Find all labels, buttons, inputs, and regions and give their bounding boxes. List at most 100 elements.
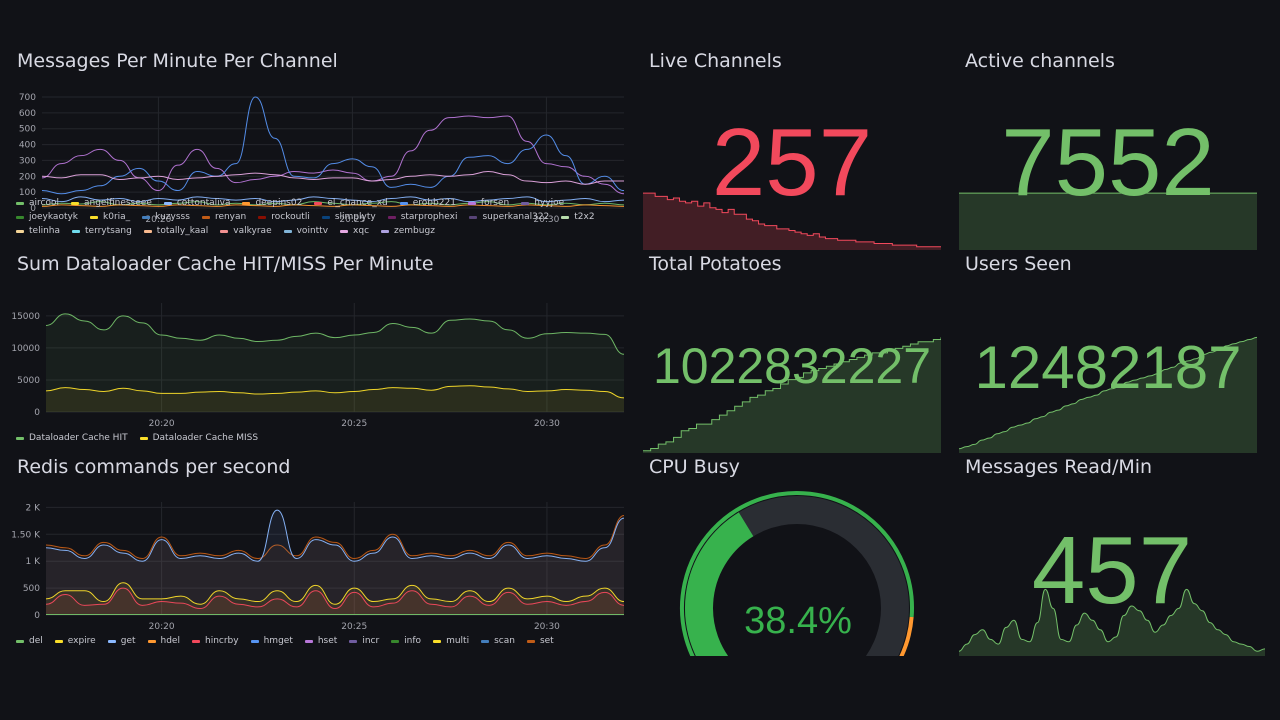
legend-label: vointtv bbox=[296, 226, 329, 236]
legend-item[interactable]: valkyrae bbox=[220, 226, 272, 236]
dataloader-cache-panel: Sum Dataloader Cache HIT/MISS Per Minute… bbox=[0, 253, 632, 453]
legend-label: joeykaotyk bbox=[29, 212, 79, 222]
legend-item[interactable]: multi bbox=[433, 636, 469, 646]
legend-label: totally_kaal bbox=[156, 226, 209, 236]
legend-item[interactable]: incr bbox=[349, 636, 379, 646]
panel-title[interactable]: Active channels bbox=[965, 50, 1115, 72]
dataloader-cache-chart[interactable]: 15000 10000 5000 0 20:20 20:25 20:30 bbox=[0, 283, 632, 435]
legend-item[interactable]: renyan bbox=[201, 212, 246, 222]
legend-item[interactable]: del bbox=[16, 636, 43, 646]
legend-item[interactable]: expire bbox=[54, 636, 96, 646]
series-line bbox=[45, 509, 625, 562]
series-line bbox=[45, 313, 625, 355]
legend-label: Dataloader Cache HIT bbox=[29, 433, 128, 443]
legend-item[interactable]: hdel bbox=[147, 636, 180, 646]
series-area bbox=[46, 515, 624, 615]
legend-item[interactable]: scan bbox=[481, 636, 515, 646]
legend-item[interactable]: kuzysss bbox=[142, 212, 190, 222]
live-channels-sparkline bbox=[643, 192, 941, 250]
legend-item[interactable]: aircool bbox=[16, 198, 59, 208]
legend-item[interactable]: starprophexi bbox=[387, 212, 457, 222]
legend-item[interactable]: slimplyty bbox=[321, 212, 376, 222]
legend-label: expire bbox=[67, 636, 96, 646]
legend-swatch bbox=[147, 639, 156, 643]
legend-item[interactable]: terrytsang bbox=[72, 226, 132, 236]
y-tick-label: 400 bbox=[19, 141, 36, 151]
panel-title[interactable]: Sum Dataloader Cache HIT/MISS Per Minute bbox=[17, 253, 434, 275]
legend-item[interactable]: zembugz bbox=[381, 226, 435, 236]
y-tick-label: 0 bbox=[34, 408, 40, 418]
y-tick-label: 700 bbox=[19, 93, 36, 103]
legend-item[interactable]: info bbox=[391, 636, 421, 646]
legend-item[interactable]: Dataloader Cache HIT bbox=[16, 433, 128, 443]
y-tick-label: 200 bbox=[19, 172, 36, 182]
legend-swatch bbox=[16, 229, 24, 233]
legend-item[interactable]: rockoutli bbox=[258, 212, 310, 222]
legend-item[interactable]: xqc bbox=[340, 226, 369, 236]
y-tick-label: 1 K bbox=[26, 557, 42, 567]
legend-item[interactable]: cottontaliva bbox=[163, 198, 231, 208]
legend-item[interactable]: telinha bbox=[16, 226, 60, 236]
active-channels-value: 7552 bbox=[1001, 109, 1215, 216]
panel-title[interactable]: CPU Busy bbox=[649, 456, 740, 478]
panel-title[interactable]: Total Potatoes bbox=[649, 253, 782, 275]
legend-item[interactable]: t2x2 bbox=[561, 212, 595, 222]
legend-label: forsen bbox=[480, 198, 510, 208]
panel-title[interactable]: Redis commands per second bbox=[17, 456, 291, 478]
legend-item[interactable]: Dataloader Cache MISS bbox=[139, 433, 259, 443]
legend-swatch bbox=[481, 639, 490, 643]
legend-label: Dataloader Cache MISS bbox=[152, 433, 259, 443]
panel-title[interactable]: Messages Per Minute Per Channel bbox=[17, 50, 338, 72]
legend-label: hmget bbox=[263, 636, 293, 646]
gauge-value-arc bbox=[685, 512, 754, 656]
panel-title[interactable]: Users Seen bbox=[965, 253, 1072, 275]
active-channels-panel: Active channels 7552 bbox=[959, 50, 1257, 250]
legend-item[interactable]: el_chance_xd bbox=[314, 198, 388, 208]
y-tick-label: 15000 bbox=[11, 312, 40, 322]
legend-item[interactable]: hmget bbox=[250, 636, 293, 646]
legend-swatch bbox=[321, 215, 330, 219]
legend-item[interactable]: set bbox=[526, 636, 554, 646]
redis-legend: del expire get hdel hincrby hmget hset incr info… bbox=[16, 636, 616, 646]
legend-item[interactable]: forsen bbox=[467, 198, 510, 208]
legend-label: zembugz bbox=[394, 226, 435, 236]
users-seen-sparkline bbox=[959, 336, 1257, 453]
y-tick-label: 300 bbox=[19, 156, 36, 166]
series-area bbox=[46, 510, 624, 615]
messages-per-minute-chart[interactable]: 700 600 500 400 300 200 100 0 20:20 20:25 20:30 bbox=[0, 80, 632, 228]
legend-swatch bbox=[467, 201, 476, 205]
legend-item[interactable]: totally_kaal bbox=[143, 226, 209, 236]
legend-item[interactable]: angelfinesseee bbox=[70, 198, 152, 208]
legend-item[interactable]: hset bbox=[304, 636, 337, 646]
panel-title[interactable]: Messages Read/Min bbox=[965, 456, 1153, 478]
legend-swatch bbox=[16, 639, 24, 643]
legend-swatch bbox=[521, 201, 530, 205]
users-seen-panel: Users Seen 12482187 bbox=[959, 253, 1257, 453]
dataloader-legend: Dataloader Cache HIT Dataloader Cache MIS… bbox=[16, 433, 616, 443]
legend-item[interactable]: joeykaotyk bbox=[16, 212, 78, 222]
legend-item[interactable]: hyyjoe bbox=[521, 198, 564, 208]
legend-item[interactable]: get bbox=[107, 636, 136, 646]
series-line bbox=[45, 385, 625, 399]
series-area bbox=[46, 588, 624, 615]
legend-item[interactable]: superkanal322 bbox=[469, 212, 549, 222]
messages-read-value: 457 bbox=[1031, 517, 1193, 624]
x-tick-label: 20:20 bbox=[145, 215, 171, 225]
legend-item[interactable]: erobb221 bbox=[399, 198, 456, 208]
legend-swatch bbox=[561, 215, 570, 219]
legend-item[interactable]: vointtv bbox=[283, 226, 329, 236]
series-line bbox=[45, 514, 625, 560]
legend-item[interactable]: k0ria_ bbox=[90, 212, 130, 222]
legend-label: el_chance_xd bbox=[327, 198, 388, 208]
legend-label: cottontaliva bbox=[176, 198, 231, 208]
panel-title[interactable]: Live Channels bbox=[649, 50, 782, 72]
y-tick-label: 5000 bbox=[17, 376, 40, 386]
legend-label: k0ria_ bbox=[103, 212, 131, 222]
legend-swatch bbox=[304, 639, 313, 643]
legend-item[interactable]: hincrby bbox=[191, 636, 239, 646]
total-potatoes-sparkline bbox=[643, 337, 941, 453]
legend-item[interactable]: deepins02 bbox=[242, 198, 302, 208]
legend-swatch bbox=[163, 201, 172, 205]
redis-commands-chart[interactable]: 2 K 1.50 K 1 K 500 0 20:20 20:25 20:30 bbox=[0, 486, 632, 638]
sparkline-area bbox=[643, 337, 941, 453]
